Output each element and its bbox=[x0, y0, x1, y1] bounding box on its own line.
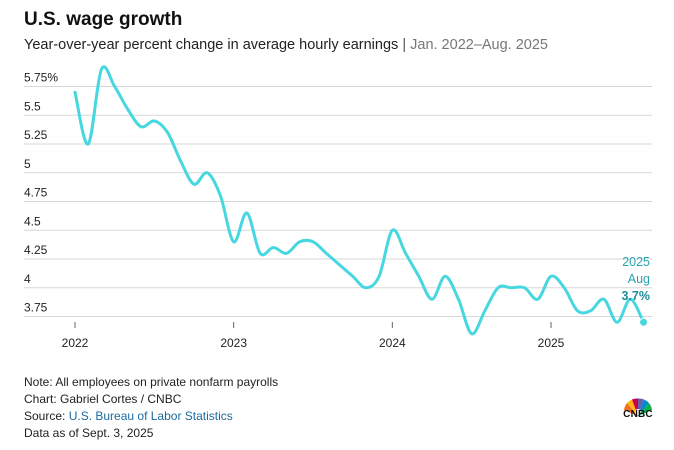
y-tick-label-5: 5 bbox=[24, 157, 31, 171]
annotation-layer: 2025 Aug 3.7% bbox=[622, 255, 651, 303]
y-axis-labels: 3.75 4 4.25 4.5 4.75 5 5.25 5.5 5.75% bbox=[24, 71, 58, 315]
annotation-month: Aug bbox=[628, 272, 650, 286]
annotation-year: 2025 bbox=[622, 255, 650, 269]
annotation-value: 3.7% bbox=[622, 289, 651, 303]
y-tick-label-4.25: 4.25 bbox=[24, 243, 48, 257]
source-link[interactable]: U.S. Bureau of Labor Statistics bbox=[68, 409, 233, 423]
source-prefix: Source: bbox=[24, 409, 69, 423]
subtitle-text: Year-over-year percent change in average… bbox=[24, 37, 399, 53]
y-tick-label-4.5: 4.5 bbox=[24, 214, 41, 228]
x-tick-label-2022: 2022 bbox=[62, 336, 89, 350]
chart-subtitle: Year-over-year percent change in average… bbox=[24, 37, 548, 53]
footer-note: Note: All employees on private nonfarm p… bbox=[24, 375, 279, 389]
y-tick-label-3.75: 3.75 bbox=[24, 301, 48, 315]
footer: Note: All employees on private nonfarm p… bbox=[24, 374, 278, 442]
x-tick-label-2023: 2023 bbox=[220, 336, 247, 350]
subtitle-date-range: Jan. 2022–Aug. 2025 bbox=[410, 37, 548, 53]
chart-title: U.S. wage growth bbox=[24, 9, 183, 30]
x-axis: 2022 2023 2024 2025 bbox=[62, 322, 565, 350]
peacock-icon bbox=[624, 398, 652, 416]
y-tick-label-4: 4 bbox=[24, 272, 31, 286]
gridlines bbox=[24, 86, 652, 317]
subtitle-separator: | bbox=[402, 37, 407, 53]
y-tick-label-5.5: 5.5 bbox=[24, 99, 41, 113]
footer-data-date: Data as of Sept. 3, 2025 bbox=[24, 426, 154, 440]
y-tick-label-5.25: 5.25 bbox=[24, 128, 48, 142]
series-line-wage-growth bbox=[73, 65, 646, 336]
cnbc-logo-text: CNBC bbox=[623, 409, 653, 420]
series-layer bbox=[73, 65, 649, 336]
x-tick-label-2024: 2024 bbox=[379, 336, 406, 350]
x-tick-label-2025: 2025 bbox=[538, 336, 565, 350]
footer-chart-credit: Chart: Gabriel Cortes / CNBC bbox=[24, 392, 182, 406]
y-tick-label-5.75: 5.75% bbox=[24, 71, 58, 85]
y-tick-label-4.75: 4.75 bbox=[24, 186, 48, 200]
last-point-marker bbox=[639, 317, 649, 327]
footer-source: Source: U.S. Bureau of Labor Statistics bbox=[24, 408, 278, 425]
